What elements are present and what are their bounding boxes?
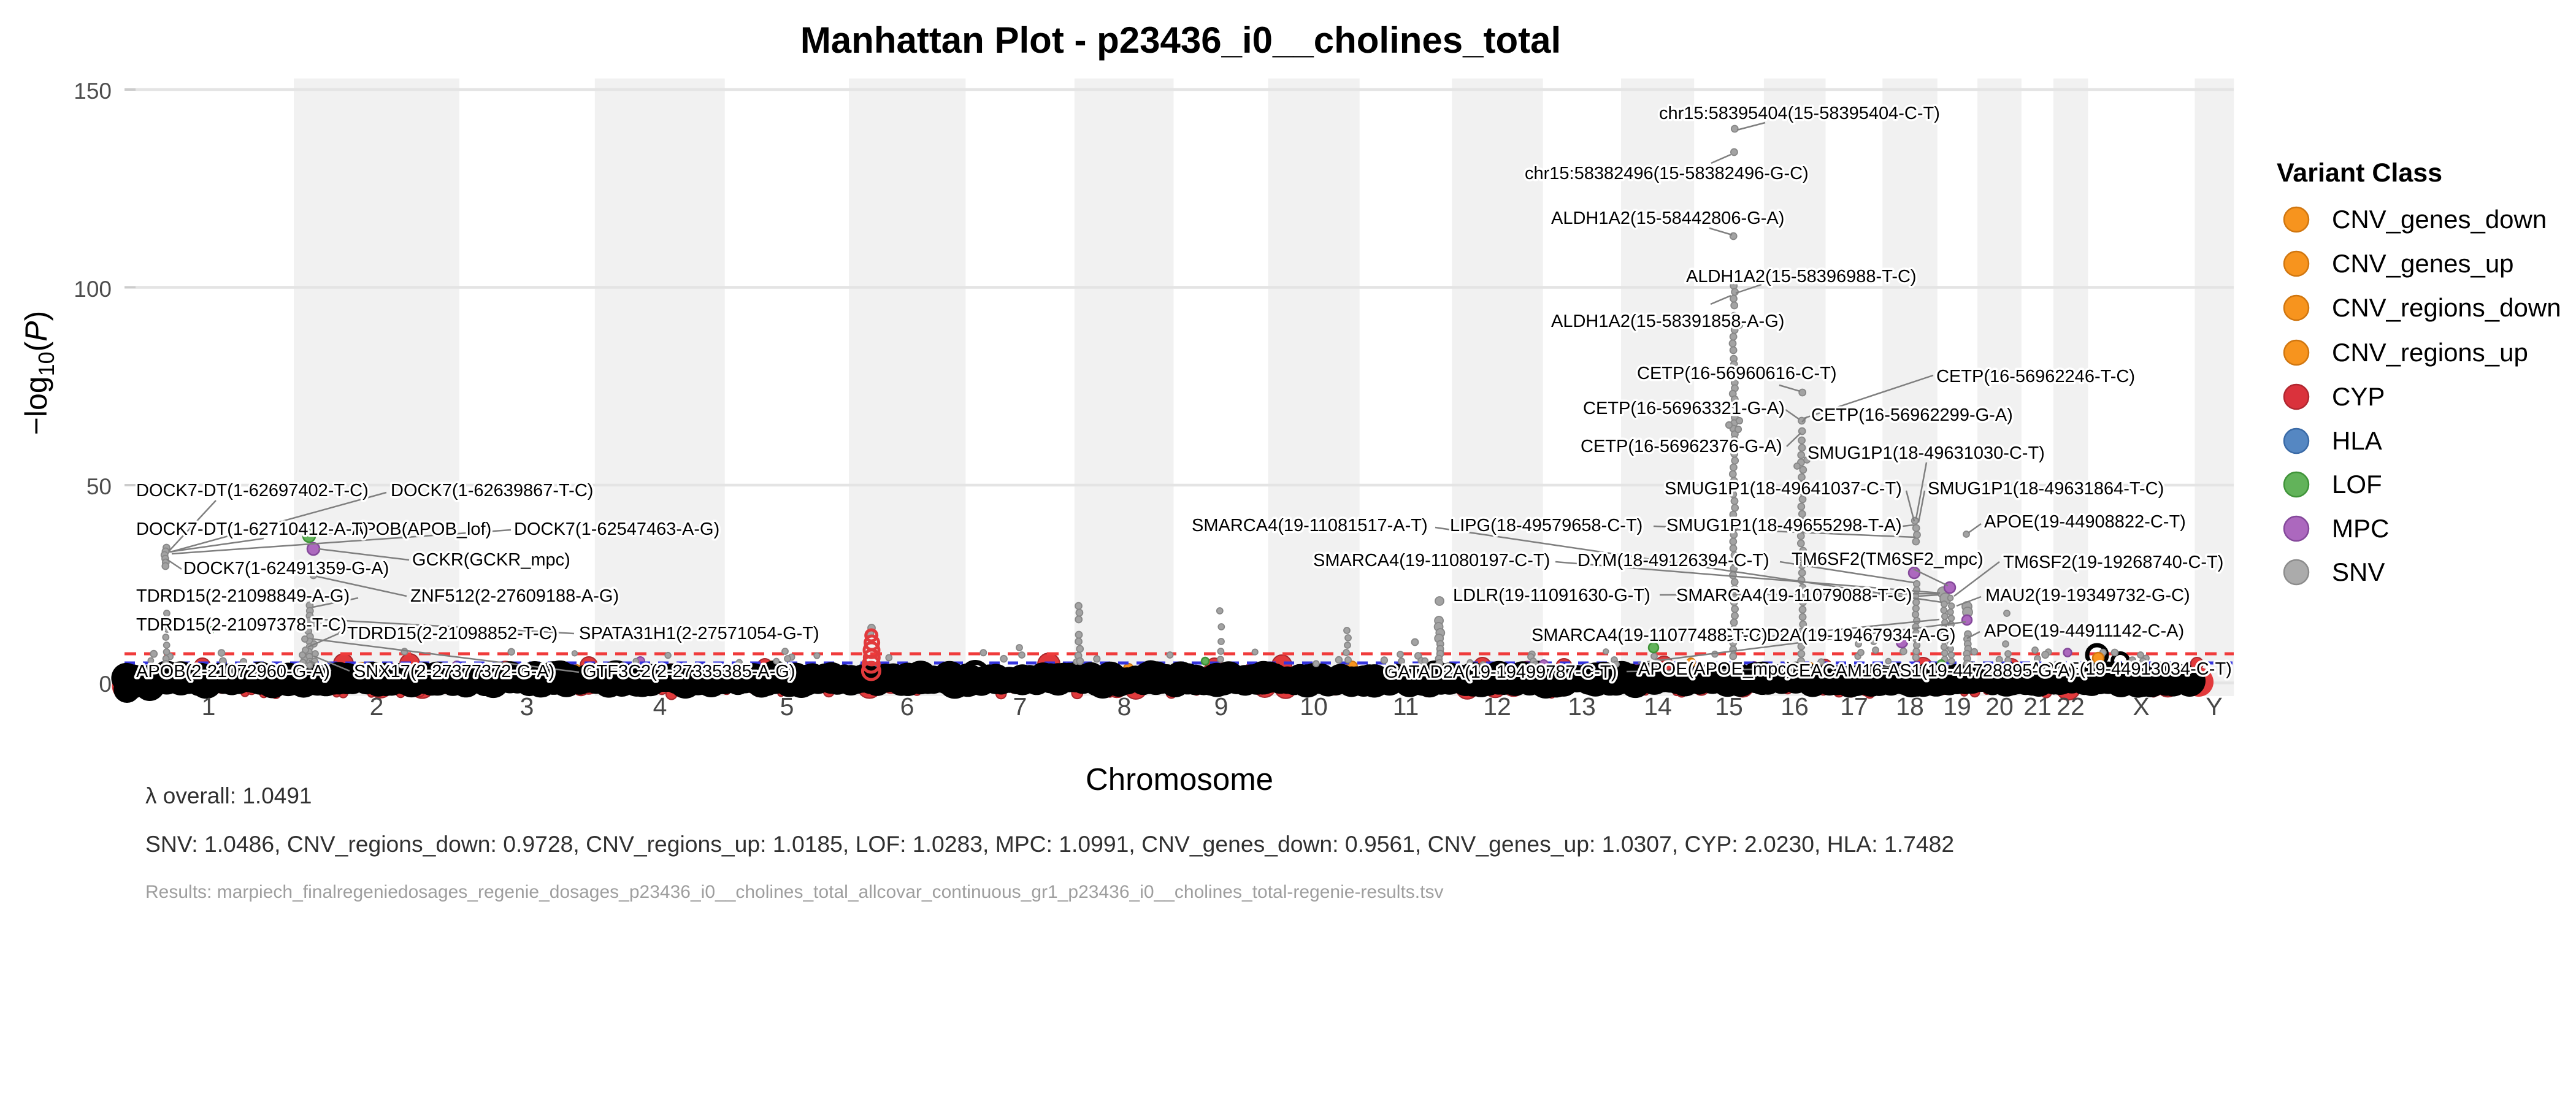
svg-text:8: 8 bbox=[1117, 692, 1132, 721]
svg-text:SMARCA4(19-11079088-T-C): SMARCA4(19-11079088-T-C) bbox=[1676, 586, 1912, 605]
svg-text:4: 4 bbox=[653, 692, 667, 721]
svg-text:CETP(16-56962376-G-A): CETP(16-56962376-G-A) bbox=[1581, 437, 1782, 456]
svg-text:MPC: MPC bbox=[2332, 514, 2389, 543]
svg-text:Manhattan Plot - p23436_i0__ch: Manhattan Plot - p23436_i0__cholines_tot… bbox=[800, 20, 1561, 61]
svg-text:12: 12 bbox=[1483, 692, 1511, 721]
svg-text:SMARCA4(19-11081517-A-T): SMARCA4(19-11081517-A-T) bbox=[1192, 516, 1428, 535]
svg-text:ALDH1A2(15-58442806-G-A): ALDH1A2(15-58442806-G-A) bbox=[1551, 209, 1784, 228]
svg-text:GCKR(GCKR_mpc): GCKR(GCKR_mpc) bbox=[412, 550, 570, 570]
svg-text:APOB(APOB_lof): APOB(APOB_lof) bbox=[352, 519, 491, 539]
svg-text:DOCK7(1-62547463-A-G): DOCK7(1-62547463-A-G) bbox=[514, 519, 719, 539]
svg-text:SNV: 1.0486, CNV_regions_down:: SNV: 1.0486, CNV_regions_down: 0.9728, C… bbox=[145, 831, 1954, 857]
svg-text:CNV_regions_down: CNV_regions_down bbox=[2332, 293, 2561, 322]
svg-text:CNV_regions_up: CNV_regions_up bbox=[2332, 338, 2528, 367]
svg-text:APOE(19-44913034-C-T): APOE(19-44913034-C-T) bbox=[2030, 659, 2232, 679]
svg-text:CETP(16-56962299-G-A): CETP(16-56962299-G-A) bbox=[1811, 405, 2013, 425]
svg-text:CETP(16-56960616-C-T): CETP(16-56960616-C-T) bbox=[1637, 364, 1837, 383]
svg-text:chr15:58382496(15-58382496-G-C: chr15:58382496(15-58382496-G-C) bbox=[1525, 164, 1809, 183]
svg-text:20: 20 bbox=[1985, 692, 2014, 721]
svg-text:chr15:58395404(15-58395404-C-T: chr15:58395404(15-58395404-C-T) bbox=[1659, 104, 1940, 123]
svg-text:TDRD15(2-21097378-T-C): TDRD15(2-21097378-T-C) bbox=[136, 615, 347, 635]
svg-text:DOCK7(1-62491359-G-A): DOCK7(1-62491359-G-A) bbox=[183, 559, 389, 578]
svg-text:21: 21 bbox=[2023, 692, 2052, 721]
svg-text:ALDH1A2(15-58391858-A-G): ALDH1A2(15-58391858-A-G) bbox=[1551, 312, 1784, 331]
svg-text:CEACAM16-AS1(19-44728895-G-A): CEACAM16-AS1(19-44728895-G-A) bbox=[1786, 661, 2076, 681]
svg-text:TM6SF2(19-19268740-C-T): TM6SF2(19-19268740-C-T) bbox=[2003, 553, 2223, 572]
svg-text:APOE(19-44908822-C-T): APOE(19-44908822-C-T) bbox=[1984, 512, 2186, 532]
svg-text:10: 10 bbox=[1300, 692, 1328, 721]
svg-text:Results: marpiech_finalregenie: Results: marpiech_finalregeniedosages_re… bbox=[145, 882, 1443, 902]
svg-text:TDRD15(2-21098852-T-C): TDRD15(2-21098852-T-C) bbox=[347, 624, 558, 643]
svg-text:DYM(18-49126394-C-T): DYM(18-49126394-C-T) bbox=[1577, 551, 1769, 570]
svg-text:Y: Y bbox=[2206, 692, 2222, 721]
svg-text:X: X bbox=[2133, 692, 2149, 721]
svg-text:DOCK7-DT(1-62710412-A-T): DOCK7-DT(1-62710412-A-T) bbox=[136, 519, 369, 539]
svg-text:GATAD2A(19-19499787-C-T): GATAD2A(19-19499787-C-T) bbox=[1384, 662, 1617, 682]
svg-text:DOCK7(1-62639867-T-C): DOCK7(1-62639867-T-C) bbox=[391, 481, 593, 500]
svg-text:7: 7 bbox=[1013, 692, 1027, 721]
svg-text:GATAD2A(19-19467934-A-G): GATAD2A(19-19467934-A-G) bbox=[1721, 626, 1956, 645]
svg-text:Chromosome: Chromosome bbox=[1086, 762, 1273, 797]
svg-text:SPATA31H1(2-27571054-G-T): SPATA31H1(2-27571054-G-T) bbox=[579, 624, 819, 643]
svg-text:18: 18 bbox=[1896, 692, 1924, 721]
svg-text:CNV_genes_up: CNV_genes_up bbox=[2332, 249, 2514, 278]
svg-text:SMUG1P1(18-49655298-T-A): SMUG1P1(18-49655298-T-A) bbox=[1666, 516, 1902, 535]
svg-text:GTF3C2(2-27335385-A-G): GTF3C2(2-27335385-A-G) bbox=[583, 662, 795, 681]
svg-text:100: 100 bbox=[74, 277, 112, 302]
svg-text:13: 13 bbox=[1568, 692, 1596, 721]
svg-text:HLA: HLA bbox=[2332, 426, 2382, 455]
svg-text:15: 15 bbox=[1715, 692, 1743, 721]
svg-text:ZNF512(2-27609188-A-G): ZNF512(2-27609188-A-G) bbox=[410, 586, 619, 606]
svg-text:LIPG(18-49579658-C-T): LIPG(18-49579658-C-T) bbox=[1450, 516, 1643, 535]
svg-text:λ overall: 1.0491: λ overall: 1.0491 bbox=[145, 783, 312, 808]
svg-text:−log10(P): −log10(P) bbox=[19, 311, 59, 435]
svg-text:APOB(2-21072960-G-A): APOB(2-21072960-G-A) bbox=[136, 662, 330, 681]
svg-text:SMARCA4(19-11080197-C-T): SMARCA4(19-11080197-C-T) bbox=[1313, 551, 1550, 570]
svg-text:MAU2(19-19349732-G-C): MAU2(19-19349732-G-C) bbox=[1985, 586, 2190, 605]
svg-text:LDLR(19-11091630-G-T): LDLR(19-11091630-G-T) bbox=[1453, 586, 1650, 605]
svg-text:50: 50 bbox=[86, 474, 112, 499]
svg-text:TDRD15(2-21098849-A-G): TDRD15(2-21098849-A-G) bbox=[136, 586, 350, 606]
svg-text:SMUG1P1(18-49631030-C-T): SMUG1P1(18-49631030-C-T) bbox=[1807, 443, 2045, 463]
svg-text:0: 0 bbox=[99, 672, 112, 697]
svg-text:3: 3 bbox=[520, 692, 534, 721]
svg-text:5: 5 bbox=[780, 692, 794, 721]
svg-text:1: 1 bbox=[202, 692, 216, 721]
svg-text:APOE(APOE_mpc): APOE(APOE_mpc) bbox=[1638, 659, 1792, 679]
svg-text:9: 9 bbox=[1214, 692, 1229, 721]
svg-text:Variant Class: Variant Class bbox=[2277, 158, 2442, 188]
svg-text:SMUG1P1(18-49631864-T-C): SMUG1P1(18-49631864-T-C) bbox=[1928, 479, 2164, 499]
svg-text:CNV_genes_down: CNV_genes_down bbox=[2332, 205, 2547, 234]
svg-text:APOE(19-44911142-C-A): APOE(19-44911142-C-A) bbox=[1984, 621, 2184, 641]
svg-text:2: 2 bbox=[370, 692, 384, 721]
svg-text:CYP: CYP bbox=[2332, 382, 2385, 411]
svg-text:22: 22 bbox=[2057, 692, 2085, 721]
svg-text:DOCK7-DT(1-62697402-T-C): DOCK7-DT(1-62697402-T-C) bbox=[136, 481, 369, 500]
svg-text:LOF: LOF bbox=[2332, 470, 2382, 499]
svg-text:SNV: SNV bbox=[2332, 557, 2385, 586]
svg-text:16: 16 bbox=[1781, 692, 1809, 721]
svg-text:6: 6 bbox=[900, 692, 914, 721]
svg-text:SNX17(2-27377372-G-A): SNX17(2-27377372-G-A) bbox=[354, 662, 554, 681]
svg-text:14: 14 bbox=[1644, 692, 1672, 721]
svg-text:11: 11 bbox=[1393, 692, 1419, 721]
svg-text:ALDH1A2(15-58396988-T-C): ALDH1A2(15-58396988-T-C) bbox=[1686, 267, 1917, 286]
svg-text:150: 150 bbox=[74, 79, 112, 104]
svg-text:19: 19 bbox=[1943, 692, 1971, 721]
svg-text:SMUG1P1(18-49641037-C-T): SMUG1P1(18-49641037-C-T) bbox=[1665, 479, 1902, 499]
svg-text:CETP(16-56963321-G-A): CETP(16-56963321-G-A) bbox=[1583, 399, 1785, 418]
svg-text:TM6SF2(TM6SF2_mpc): TM6SF2(TM6SF2_mpc) bbox=[1792, 550, 1984, 569]
svg-text:SMARCA4(19-11077488-T-C): SMARCA4(19-11077488-T-C) bbox=[1531, 626, 1768, 645]
svg-text:17: 17 bbox=[1840, 692, 1868, 721]
svg-text:CETP(16-56962246-T-C): CETP(16-56962246-T-C) bbox=[1936, 367, 2135, 386]
